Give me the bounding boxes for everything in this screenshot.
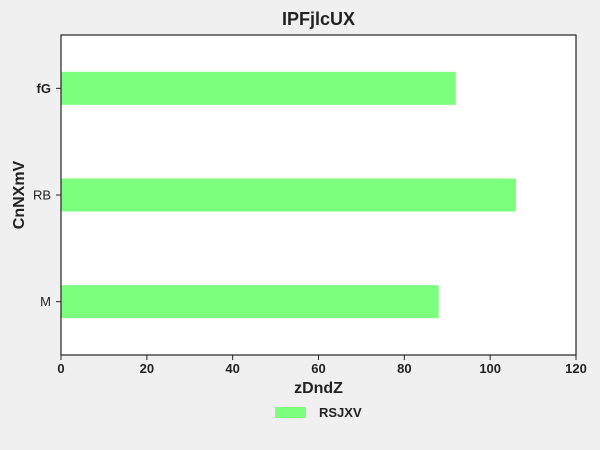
x-tick-label: 40 [225, 361, 239, 376]
y-axis-label: CnNXmV [11, 160, 28, 229]
x-tick-label: 60 [311, 361, 325, 376]
bar-m [61, 285, 439, 319]
chart-title: IPFjlcUX [282, 9, 355, 29]
y-tick-label: M [40, 294, 51, 309]
legend-label: RSJXV [319, 405, 362, 420]
legend: RSJXV [275, 405, 362, 420]
x-tick-label: 0 [57, 361, 64, 376]
legend-swatch [275, 407, 306, 418]
x-axis-label: zDndZ [294, 380, 343, 397]
bar-fg [61, 71, 456, 105]
y-tick-label: fG [37, 81, 51, 96]
y-tick-label: RB [33, 188, 51, 203]
x-axis-ticks: 0 20 40 60 80 100 120 [57, 355, 587, 376]
y-axis-ticks: M RB fG [33, 81, 61, 309]
x-tick-label: 120 [565, 361, 587, 376]
x-tick-label: 80 [397, 361, 411, 376]
x-tick-label: 20 [140, 361, 154, 376]
bars-layer [61, 71, 516, 319]
x-tick-label: 100 [479, 361, 501, 376]
bar-rb [61, 178, 516, 212]
